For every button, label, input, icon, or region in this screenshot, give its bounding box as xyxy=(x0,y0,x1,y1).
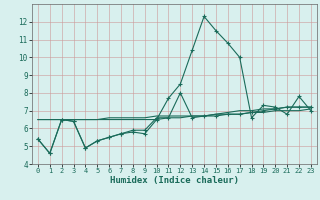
X-axis label: Humidex (Indice chaleur): Humidex (Indice chaleur) xyxy=(110,176,239,185)
